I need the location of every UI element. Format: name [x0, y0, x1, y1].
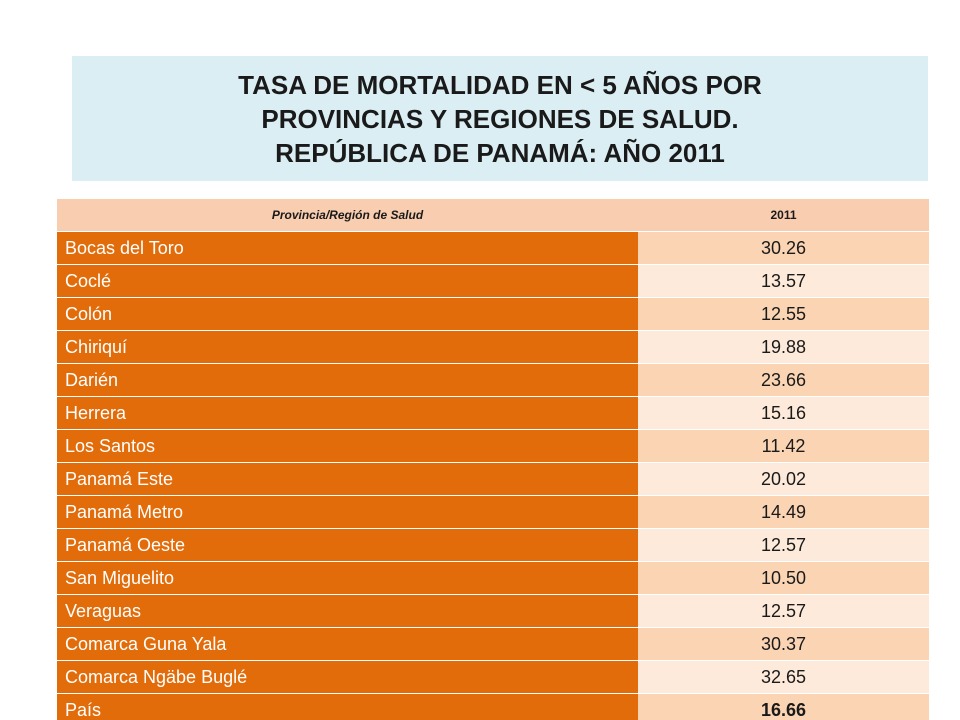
mortality-rate: 20.02 [638, 462, 929, 496]
table-row: Panamá Metro 14.49 [57, 495, 929, 529]
table-row: Coclé 13.57 [57, 264, 929, 298]
region-name: Bocas del Toro [57, 231, 638, 265]
table-row: Los Santos 11.42 [57, 429, 929, 463]
title-box: TASA DE MORTALIDAD EN < 5 AÑOS POR PROVI… [72, 56, 928, 181]
column-header-region: Provincia/Región de Salud [57, 199, 638, 232]
mortality-rate: 11.42 [638, 429, 929, 463]
table-row: Veraguas 12.57 [57, 594, 929, 628]
mortality-rate: 15.16 [638, 396, 929, 430]
mortality-rate: 12.55 [638, 297, 929, 331]
mortality-rate: 23.66 [638, 363, 929, 397]
table-row: Darién 23.66 [57, 363, 929, 397]
mortality-rate: 14.49 [638, 495, 929, 529]
table-row: San Miguelito 10.50 [57, 561, 929, 595]
table-row: Comarca Guna Yala 30.37 [57, 627, 929, 661]
table-row: Panamá Este 20.02 [57, 462, 929, 496]
table-row: Comarca Ngäbe Buglé 32.65 [57, 660, 929, 694]
region-name: Chiriquí [57, 330, 638, 364]
mortality-rate: 19.88 [638, 330, 929, 364]
table-row: Bocas del Toro 30.26 [57, 231, 929, 265]
region-name: Comarca Guna Yala [57, 627, 638, 661]
region-name: Darién [57, 363, 638, 397]
region-name: Colón [57, 297, 638, 331]
mortality-rate: 13.57 [638, 264, 929, 298]
mortality-rate: 12.57 [638, 528, 929, 562]
table-row: Herrera 15.16 [57, 396, 929, 430]
region-name: Comarca Ngäbe Buglé [57, 660, 638, 694]
table-row: Chiriquí 19.88 [57, 330, 929, 364]
mortality-rate: 10.50 [638, 561, 929, 595]
mortality-rate: 30.37 [638, 627, 929, 661]
country-rate: 16.66 [638, 693, 929, 720]
region-name: Los Santos [57, 429, 638, 463]
table-total-row: País 16.66 [57, 693, 929, 720]
mortality-rate: 12.57 [638, 594, 929, 628]
slide-title: TASA DE MORTALIDAD EN < 5 AÑOS POR PROVI… [238, 69, 762, 168]
country-name: País [57, 693, 638, 720]
region-name: Coclé [57, 264, 638, 298]
table-row: Colón 12.55 [57, 297, 929, 331]
region-name: Herrera [57, 396, 638, 430]
mortality-table: Provincia/Región de Salud 2011 Bocas del… [57, 199, 929, 720]
mortality-rate: 32.65 [638, 660, 929, 694]
table-row: Panamá Oeste 12.57 [57, 528, 929, 562]
region-name: Panamá Metro [57, 495, 638, 529]
table-header-row: Provincia/Región de Salud 2011 [57, 199, 929, 232]
region-name: Veraguas [57, 594, 638, 628]
region-name: Panamá Este [57, 462, 638, 496]
mortality-rate: 30.26 [638, 231, 929, 265]
column-header-year: 2011 [638, 199, 929, 232]
region-name: San Miguelito [57, 561, 638, 595]
region-name: Panamá Oeste [57, 528, 638, 562]
